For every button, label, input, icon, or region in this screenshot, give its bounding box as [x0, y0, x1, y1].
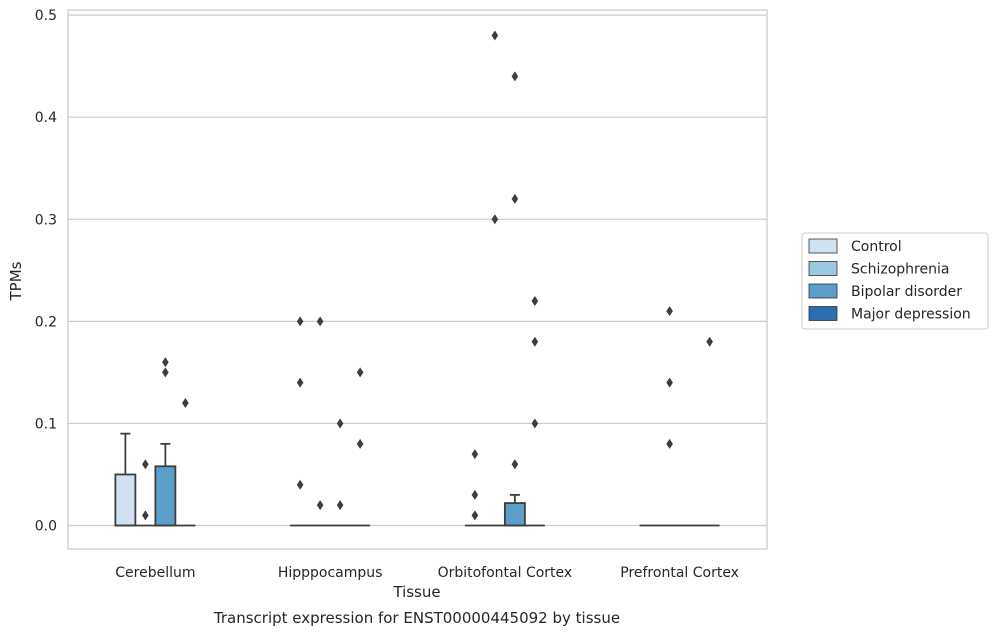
- box-body: [154, 465, 177, 527]
- outlier-point: [666, 306, 673, 317]
- y-tick-label: 0.0: [35, 519, 57, 535]
- outlier-point: [316, 316, 324, 327]
- outlier-point: [356, 438, 364, 449]
- outlier-point: [471, 449, 479, 460]
- legend-swatch: [808, 261, 838, 276]
- outlier-point: [336, 418, 344, 429]
- x-axis-label: Tissue: [392, 583, 440, 601]
- chart-title: Transcript expression for ENST0000044509…: [213, 609, 620, 627]
- gridlines: [68, 14, 767, 527]
- outlier-point: [491, 30, 499, 41]
- outlier-point: [511, 193, 519, 204]
- y-tick-label: 0.5: [35, 8, 57, 24]
- box: [503, 493, 526, 527]
- boxes: [114, 432, 720, 527]
- outlier-point: [511, 459, 519, 470]
- x-tick-label: Orbitofontal Cortex: [438, 565, 573, 581]
- x-tick-label: Cerebellum: [115, 565, 195, 581]
- outlier-point: [142, 510, 149, 521]
- outlier-point: [162, 357, 169, 368]
- outlier-point: [531, 295, 539, 306]
- legend-label: Major depression: [851, 307, 971, 323]
- legend-label: Schizophrenia: [851, 262, 949, 278]
- plot-frame: [67, 9, 768, 550]
- outliers: [142, 30, 713, 521]
- y-axis-label: TPMs: [7, 261, 25, 301]
- outlier-point: [531, 336, 539, 347]
- y-tick-label: 0.4: [35, 110, 57, 126]
- outlier-point: [296, 316, 304, 327]
- legend-frame: [801, 232, 989, 330]
- y-tick-labels: 0.0 0.1 0.2 0.3 0.4 0.5: [35, 8, 57, 534]
- x-tick-label: Hipppocampus: [278, 565, 383, 581]
- outlier-point: [182, 398, 189, 409]
- outlier-point: [296, 479, 304, 490]
- box-body: [503, 502, 526, 527]
- outlier-point: [142, 459, 149, 470]
- legend-swatch: [808, 283, 838, 299]
- outlier-point: [296, 377, 304, 388]
- legend-swatch: [808, 238, 838, 254]
- x-tick-label: Prefrontal Cortex: [620, 565, 739, 581]
- outlier-point: [666, 377, 673, 388]
- legend-label: Bipolar disorder: [851, 284, 962, 300]
- outlier-point: [162, 367, 169, 378]
- outlier-point: [471, 510, 479, 521]
- outlier-point: [491, 214, 499, 225]
- legend: Control Schizophrenia Bipolar disorder Majo…: [801, 232, 989, 330]
- outlier-point: [511, 71, 519, 82]
- box-body: [114, 473, 137, 527]
- y-tick-label: 0.3: [35, 212, 57, 228]
- outlier-point: [471, 489, 479, 500]
- outlier-point: [356, 367, 364, 378]
- y-tick-label: 0.2: [35, 314, 57, 330]
- outlier-point: [316, 500, 324, 511]
- outlier-point: [706, 336, 713, 347]
- box: [114, 432, 137, 527]
- legend-label: Control: [851, 239, 902, 255]
- outlier-point: [336, 500, 344, 511]
- outlier-point: [531, 418, 539, 429]
- legend-swatch: [808, 306, 838, 321]
- box: [154, 442, 177, 527]
- y-tick-label: 0.1: [35, 416, 57, 432]
- x-tick-labels: Cerebellum Hipppocampus Orbitofontal Corte…: [115, 565, 739, 581]
- outlier-point: [666, 438, 673, 449]
